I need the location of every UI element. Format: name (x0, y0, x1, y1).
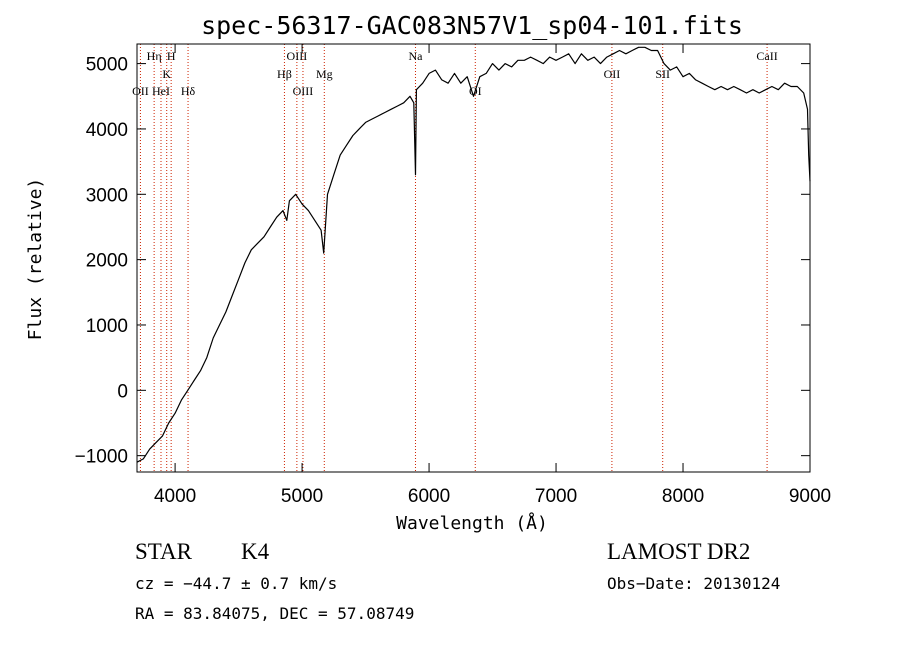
spectrum-series (136, 46, 811, 463)
spectrum-line (136, 46, 811, 463)
x-tick-label: 4000 (154, 486, 196, 507)
y-tick-label: 3000 (86, 185, 128, 206)
line-marker-label: OII (132, 84, 149, 98)
line-marker-label: HeI (152, 84, 170, 98)
object-subclass: K4 (241, 539, 270, 564)
y-tick-label: 4000 (86, 120, 128, 141)
x-tick-label: 9000 (789, 486, 831, 507)
line-marker-label: H (167, 49, 176, 63)
chart-title: spec-56317-GAC083N57V1_sp04-101.fits (201, 11, 743, 40)
y-tick-label: 0 (117, 381, 128, 402)
line-marker-label: OIII (293, 84, 314, 98)
axis-ticks: 4000 5000 6000 7000 8000 9000 −1000 0 1000 2000 30… (75, 44, 831, 507)
x-tick-label: 5000 (281, 486, 323, 507)
line-marker-label: OIII (287, 49, 308, 63)
survey-name: LAMOST DR2 (607, 539, 750, 564)
redshift-value: cz = −44.7 ± 0.7 km/s (135, 574, 337, 593)
line-marker-label: Hη (147, 49, 162, 63)
object-class: STAR (135, 539, 193, 564)
line-marker-label: SII (655, 67, 670, 81)
line-marker-label: OII (604, 67, 621, 81)
x-tick-label: 6000 (408, 486, 450, 507)
plot-frame (136, 43, 811, 473)
line-marker-label: Hβ (277, 67, 292, 81)
line-marker-label: K (162, 67, 171, 81)
x-tick-label: 8000 (662, 486, 704, 507)
y-tick-label: 2000 (86, 251, 128, 272)
line-marker-label: Na (408, 49, 423, 63)
line-marker-label: CaII (756, 49, 777, 63)
x-axis-label: Wavelength (Å) (396, 512, 548, 534)
line-marker-label: Hδ (181, 84, 196, 98)
y-tick-label: 1000 (86, 316, 128, 337)
x-tick-label: 7000 (535, 486, 577, 507)
line-marker-label: Mg (316, 67, 333, 81)
coordinates: RA = 83.84075, DEC = 57.08749 (135, 604, 414, 623)
obs-date: Obs−Date: 20130124 (607, 574, 780, 593)
y-tick-label: 5000 (86, 55, 128, 76)
y-tick-label: −1000 (75, 447, 128, 468)
y-axis-label: Flux (relative) (25, 178, 46, 341)
